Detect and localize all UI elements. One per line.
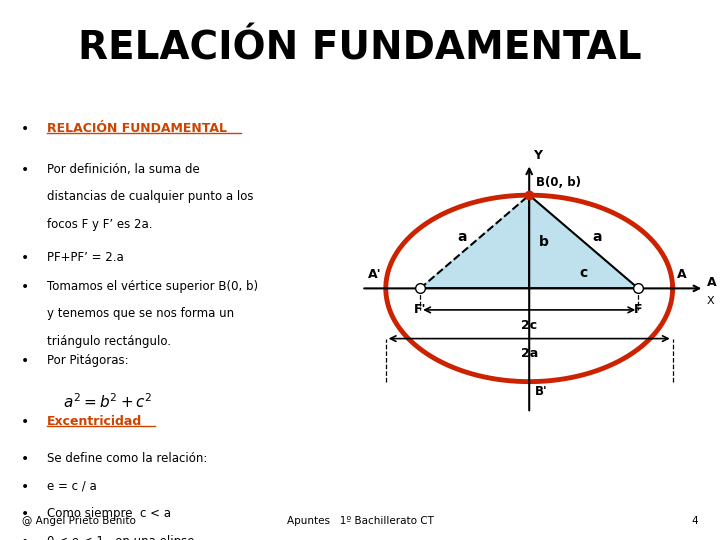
Text: Apuntes   1º Bachillerato CT: Apuntes 1º Bachillerato CT <box>287 516 433 526</box>
Text: Por Pitágoras:: Por Pitágoras: <box>47 354 128 367</box>
Text: distancias de cualquier punto a los: distancias de cualquier punto a los <box>47 191 253 204</box>
Text: Como siempre  c < a: Como siempre c < a <box>47 507 171 520</box>
Text: •: • <box>21 415 30 429</box>
Text: RELACIÓN FUNDAMENTAL: RELACIÓN FUNDAMENTAL <box>78 30 642 68</box>
Text: B(0, b): B(0, b) <box>536 177 581 190</box>
Text: a: a <box>592 231 601 245</box>
Text: 0 < e < 1   en una elipse: 0 < e < 1 en una elipse <box>47 535 194 540</box>
Text: Excentricidad: Excentricidad <box>47 415 142 428</box>
Text: c: c <box>580 266 588 280</box>
Text: y tenemos que se nos forma un: y tenemos que se nos forma un <box>47 307 234 320</box>
Text: •: • <box>21 480 30 494</box>
Text: focos F y F’ es 2a.: focos F y F’ es 2a. <box>47 218 153 231</box>
Text: Tomamos el vértice superior B(0, b): Tomamos el vértice superior B(0, b) <box>47 280 258 293</box>
Text: •: • <box>21 354 30 368</box>
Text: •: • <box>21 452 30 466</box>
Text: RELACIÓN FUNDAMENTAL: RELACIÓN FUNDAMENTAL <box>47 122 227 135</box>
Text: A': A' <box>368 268 382 281</box>
Text: A: A <box>707 276 716 289</box>
Text: •: • <box>21 163 30 177</box>
Text: A: A <box>677 268 687 281</box>
Text: triángulo rectángulo.: triángulo rectángulo. <box>47 335 171 348</box>
Text: F': F' <box>414 303 426 316</box>
Text: 2a: 2a <box>521 347 538 360</box>
Text: Se define como la relación:: Se define como la relación: <box>47 452 207 465</box>
Text: b: b <box>539 235 549 249</box>
Text: PF+PF’ = 2.a: PF+PF’ = 2.a <box>47 251 124 264</box>
Text: a: a <box>457 231 467 245</box>
Text: Y: Y <box>534 149 542 162</box>
Text: •: • <box>21 535 30 540</box>
Text: e = c / a: e = c / a <box>47 480 96 492</box>
Text: X: X <box>707 296 715 306</box>
Text: $a^2 = b^2 + c^2$: $a^2 = b^2 + c^2$ <box>63 393 153 411</box>
Polygon shape <box>420 195 638 288</box>
Text: •: • <box>21 251 30 265</box>
Text: @ Angel Prieto Benito: @ Angel Prieto Benito <box>22 516 135 526</box>
Text: 4: 4 <box>692 516 698 526</box>
Text: F: F <box>634 303 642 316</box>
Text: 2c: 2c <box>521 319 537 332</box>
Text: •: • <box>21 280 30 294</box>
Text: •: • <box>21 122 30 136</box>
Text: B': B' <box>535 384 548 397</box>
Text: •: • <box>21 507 30 521</box>
Text: Por definición, la suma de: Por definición, la suma de <box>47 163 199 176</box>
